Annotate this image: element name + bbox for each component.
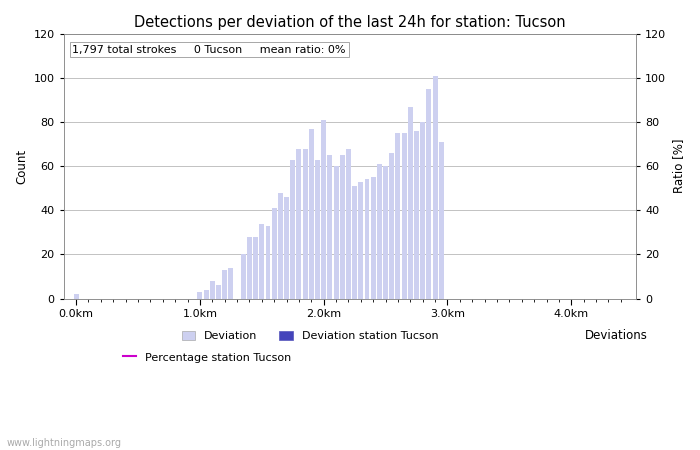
Bar — [346, 148, 351, 298]
Bar — [297, 148, 302, 298]
Bar — [340, 155, 344, 298]
Bar — [290, 160, 295, 298]
Legend: Percentage station Tucson: Percentage station Tucson — [118, 348, 295, 367]
Bar — [420, 122, 425, 298]
Bar — [222, 270, 227, 298]
Bar — [204, 290, 209, 298]
Y-axis label: Ratio [%]: Ratio [%] — [672, 139, 685, 194]
Bar — [309, 129, 314, 298]
Bar — [365, 180, 370, 298]
Bar — [241, 254, 246, 298]
Bar — [433, 76, 438, 298]
Bar — [278, 193, 283, 298]
Bar — [426, 89, 431, 298]
Bar — [315, 160, 320, 298]
Bar — [228, 268, 233, 298]
Bar — [408, 107, 413, 298]
Bar — [352, 186, 357, 298]
Bar — [197, 292, 202, 298]
Bar — [402, 133, 407, 298]
Bar — [247, 237, 252, 298]
Bar — [210, 281, 215, 298]
Y-axis label: Count: Count — [15, 148, 28, 184]
Bar — [334, 166, 339, 298]
Text: www.lightningmaps.org: www.lightningmaps.org — [7, 438, 122, 448]
Bar — [302, 148, 307, 298]
Bar — [414, 131, 419, 298]
Bar — [272, 208, 276, 298]
Bar — [284, 197, 289, 298]
Text: 1,797 total strokes     0 Tucson     mean ratio: 0%: 1,797 total strokes 0 Tucson mean ratio:… — [72, 45, 346, 54]
Bar — [259, 224, 265, 298]
Bar — [253, 237, 258, 298]
Bar — [216, 285, 221, 298]
Bar — [389, 153, 394, 298]
Bar — [439, 142, 444, 298]
Bar — [395, 133, 400, 298]
Bar — [383, 166, 388, 298]
Bar — [358, 182, 363, 298]
Bar — [321, 120, 326, 298]
Bar — [377, 164, 382, 298]
Bar — [371, 177, 376, 298]
Bar — [328, 155, 332, 298]
Text: Deviations: Deviations — [585, 329, 648, 342]
Title: Detections per deviation of the last 24h for station: Tucson: Detections per deviation of the last 24h… — [134, 15, 566, 30]
Bar — [265, 226, 270, 298]
Bar — [74, 294, 78, 298]
